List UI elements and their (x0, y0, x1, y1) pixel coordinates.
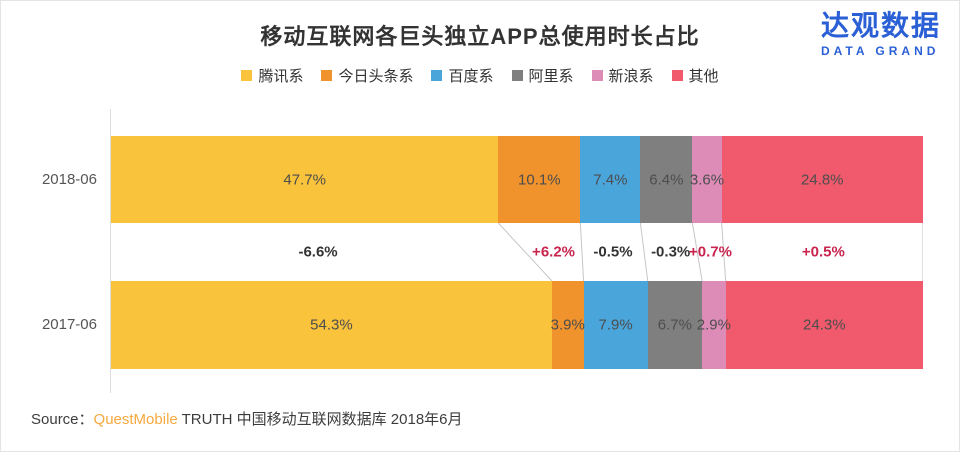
legend-swatch-icon (241, 70, 253, 81)
change-label-5: +0.5% (801, 243, 845, 261)
segment-value-label: 54.3% (310, 316, 353, 334)
legend-swatch-icon (511, 70, 523, 81)
legend-swatch-icon (321, 70, 333, 81)
segment-2018-06-4: 3.6% (689, 136, 725, 223)
segment-value-label: 10.1% (518, 171, 561, 188)
segment-2017-06-1: 3.9% (550, 281, 585, 369)
logo-chinese-text: 达观数据 (820, 10, 941, 41)
datagrand-logo: 达观数据 DATA GRAND (820, 10, 941, 58)
row-label-2018-06: 2018-06 (41, 171, 97, 188)
segment-2017-06-3: 6.7% (647, 281, 703, 369)
stacked-bar-chart: 47.7% 10.1% 7.4% 6.4% 3.6% 24.8% -6.6% +6.2% -0… (111, 136, 923, 369)
legend-swatch-icon (591, 70, 603, 81)
source-rest: TRUTH 中国移动互联网数据库 2018年6月 (177, 411, 463, 428)
legend-label: 其他 (688, 68, 719, 85)
segment-2017-06-4: 2.9% (697, 281, 731, 369)
source-line: Source：QuestMobile TRUTH 中国移动互联网数据库 2018… (31, 408, 463, 429)
source-brand: QuestMobile (93, 411, 178, 428)
source-label: Source： (31, 411, 94, 428)
chart-legend: 腾讯系 今日头条系 百度系 阿里系 新浪系 其他 (1, 65, 959, 86)
segment-value-label: 3.9% (550, 316, 585, 334)
bar-2017-06: 54.3% 3.9% 7.9% 6.7% 2.9% 24.3% (111, 281, 923, 369)
segment-2018-06-5: 24.8% (721, 136, 923, 223)
legend-label: 新浪系 (608, 68, 654, 85)
change-band: -6.6% +6.2% -0.5% -0.3% +0.7% +0.5% (111, 223, 923, 281)
segment-value-label: 3.6% (689, 171, 725, 188)
segment-value-label: 24.8% (800, 171, 844, 188)
legend-label: 今日头条系 (338, 68, 414, 85)
legend-item-1: 今日头条系 (321, 65, 413, 86)
change-label-4: +0.7% (688, 243, 732, 261)
legend-item-5: 其他 (671, 65, 719, 86)
change-label-2: -0.5% (593, 243, 633, 261)
change-label-1: +6.2% (532, 243, 576, 261)
change-label-0: -6.6% (298, 243, 338, 261)
segment-2018-06-1: 10.1% (498, 136, 581, 223)
segment-value-label: 24.3% (803, 316, 846, 334)
segment-2018-06-0: 47.7% (111, 136, 499, 223)
segment-value-label: 6.7% (657, 316, 692, 334)
legend-item-0: 腾讯系 (241, 65, 303, 86)
legend-label: 阿里系 (528, 68, 574, 85)
segment-2018-06-2: 7.4% (580, 136, 641, 223)
legend-label: 腾讯系 (258, 68, 304, 85)
legend-swatch-icon (431, 70, 443, 81)
segment-value-label: 2.9% (696, 316, 731, 334)
legend-label: 百度系 (448, 68, 494, 85)
change-label-3: -0.3% (651, 243, 691, 261)
row-label-2017-06: 2017-06 (41, 316, 97, 333)
legend-item-3: 阿里系 (511, 65, 574, 86)
segment-2017-06-2: 7.9% (583, 281, 648, 369)
legend-swatch-icon (671, 70, 683, 81)
segment-value-label: 7.9% (598, 316, 633, 334)
logo-english-text: DATA GRAND (820, 43, 940, 58)
segment-value-label: 7.4% (593, 171, 628, 188)
legend-item-2: 百度系 (431, 65, 494, 86)
segment-2017-06-0: 54.3% (111, 281, 552, 369)
segment-2018-06-3: 6.4% (640, 136, 693, 223)
chart-title: 移动互联网各巨头独立APP总使用时长占比 (260, 24, 700, 49)
bar-2018-06: 47.7% 10.1% 7.4% 6.4% 3.6% 24.8% (111, 136, 923, 223)
segment-2017-06-5: 24.3% (725, 281, 923, 369)
segment-value-label: 6.4% (649, 171, 684, 188)
segment-value-label: 47.7% (283, 171, 326, 188)
y-axis-line (110, 109, 111, 393)
legend-item-4: 新浪系 (591, 65, 654, 86)
